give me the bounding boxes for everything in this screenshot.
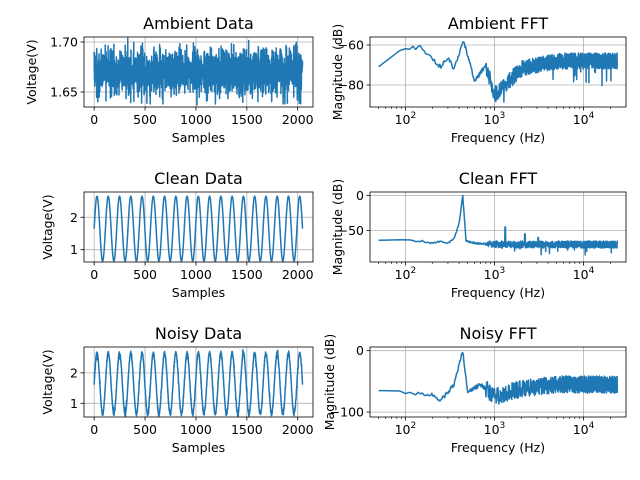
y-axis-label: Magnitude (dB) <box>330 179 345 275</box>
x-tick-label: 500 <box>133 112 157 127</box>
x-tick-label: 104 <box>573 421 595 437</box>
x-tick-label: 500 <box>133 267 157 282</box>
y-axis-label: Magnitude (dB) <box>330 24 345 120</box>
x-tick-label: 500 <box>133 422 157 437</box>
clean-data-series-line <box>93 195 304 262</box>
y-tick-label: 1.70 <box>50 35 78 50</box>
y-tick-label: 1 <box>70 242 78 257</box>
x-tick-label: 1500 <box>231 267 263 282</box>
x-tick-label: 102 <box>395 266 417 282</box>
y-axis-label: Magnitude (dB) <box>322 334 337 430</box>
axes-frame <box>83 191 314 263</box>
x-tick-label: 1500 <box>231 422 263 437</box>
y-tick-label: 2 <box>70 365 78 380</box>
x-tick-label: 0 <box>90 267 98 282</box>
x-tick-label: 0 <box>90 112 98 127</box>
x-tick-label: 2000 <box>282 422 314 437</box>
x-tick-label: 104 <box>573 266 595 282</box>
chart-title: Clean FFT <box>459 169 538 188</box>
clean-fft-panel: 102 103 104 −50 0 Clean FFT Frequency (Hz) Magn… <box>330 169 627 300</box>
x-axis-label: Samples <box>172 285 225 300</box>
y-axis-label: Voltage(V) <box>24 39 39 104</box>
chart-title: Clean Data <box>154 169 243 188</box>
ambient-fft-series-line <box>378 41 619 103</box>
y-tick-label: −50 <box>338 223 364 238</box>
axes-frame <box>369 191 627 263</box>
chart-title: Noisy FFT <box>460 324 537 343</box>
clean-data-panel: 0 500 1000 1500 2000 1 2 Clean Data Samples Volta… <box>40 169 314 300</box>
x-tick-label: 0 <box>90 422 98 437</box>
x-axis-label: Frequency (Hz) <box>451 440 545 455</box>
y-tick-label: −100 <box>330 405 364 420</box>
chart-title: Ambient Data <box>143 14 254 33</box>
x-tick-label: 1000 <box>180 267 212 282</box>
x-tick-label: 1000 <box>180 112 212 127</box>
noisy-fft-panel: 102 103 104 −100 0 Noisy FFT Frequency (Hz) Mag… <box>322 324 627 455</box>
axes-frame <box>83 36 314 108</box>
y-tick-label: 0 <box>356 188 364 203</box>
x-tick-label: 103 <box>484 421 506 437</box>
y-tick-label: 0 <box>356 343 364 358</box>
x-tick-label: 104 <box>573 111 595 127</box>
y-tick-label: −80 <box>338 78 364 93</box>
x-axis-label: Frequency (Hz) <box>451 285 545 300</box>
noisy-data-panel: 0 500 1000 1500 2000 1 2 Noisy Data Samples Volta… <box>40 324 314 455</box>
axes-frame <box>83 346 314 418</box>
ambient-data-panel: 0 500 1000 1500 2000 1.65 1.70 Ambient Data Samp… <box>24 14 314 145</box>
x-axis-label: Samples <box>172 440 225 455</box>
axes-frame <box>369 346 627 418</box>
axes-frame <box>369 36 627 108</box>
ambient-fft-panel: 102 103 104 −80 −60 Ambient FFT Frequency (Hz)… <box>330 14 627 145</box>
y-tick-label: −60 <box>338 38 364 53</box>
chart-title: Ambient FFT <box>448 14 549 33</box>
y-axis-label: Voltage(V) <box>40 194 55 259</box>
y-tick-label: 2 <box>70 210 78 225</box>
x-tick-label: 1000 <box>180 422 212 437</box>
noisy-fft-series-line <box>378 351 619 405</box>
x-tick-label: 2000 <box>282 267 314 282</box>
x-axis-label: Frequency (Hz) <box>451 130 545 145</box>
clean-fft-series-line <box>378 194 619 256</box>
x-axis-label: Samples <box>172 130 225 145</box>
x-tick-label: 102 <box>395 111 417 127</box>
ambient-data-series-line <box>93 37 304 106</box>
y-tick-label: 1.65 <box>50 85 78 100</box>
chart-title: Noisy Data <box>155 324 242 343</box>
x-tick-label: 2000 <box>282 112 314 127</box>
x-tick-label: 103 <box>484 266 506 282</box>
x-tick-label: 102 <box>395 421 417 437</box>
x-tick-label: 103 <box>484 111 506 127</box>
noisy-data-series-line <box>93 349 304 417</box>
x-tick-label: 1500 <box>231 112 263 127</box>
y-axis-label: Voltage(V) <box>40 349 55 414</box>
y-tick-label: 1 <box>70 396 78 411</box>
